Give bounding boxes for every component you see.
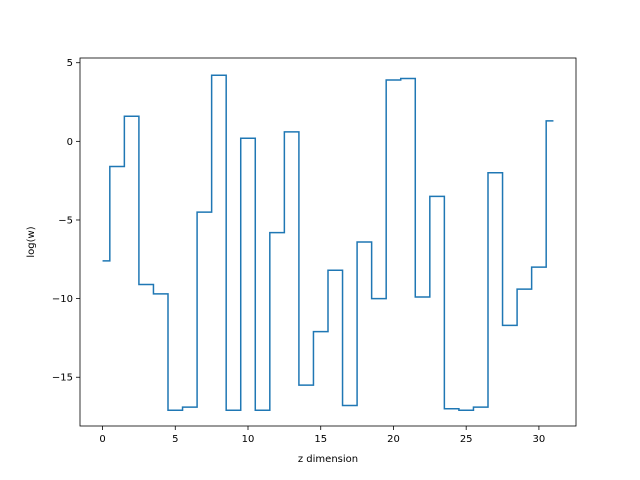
y-tick-label: −10 [52,294,73,305]
x-tick-label: 25 [460,434,473,445]
x-tick-label: 20 [387,434,400,445]
series-line-0 [102,74,554,412]
y-tick-label: 0 [67,137,73,148]
x-tick-label: 5 [172,434,178,445]
y-tick-label: −15 [52,373,73,384]
y-tick-label: 5 [67,58,73,69]
x-tick-label: 15 [314,434,327,445]
axis-ticks: 0 5 10 15 20 25 30 5 0 −5 −10 −15 [52,58,545,445]
y-tick-label: −5 [58,215,73,226]
x-axis-label: z dimension [298,454,358,465]
x-tick-label: 0 [99,434,105,445]
plot-area [102,74,554,412]
y-axis-label: log(w) [26,226,37,257]
x-tick-label: 10 [242,434,255,445]
x-tick-label: 30 [533,434,546,445]
axes-frame [79,57,577,427]
